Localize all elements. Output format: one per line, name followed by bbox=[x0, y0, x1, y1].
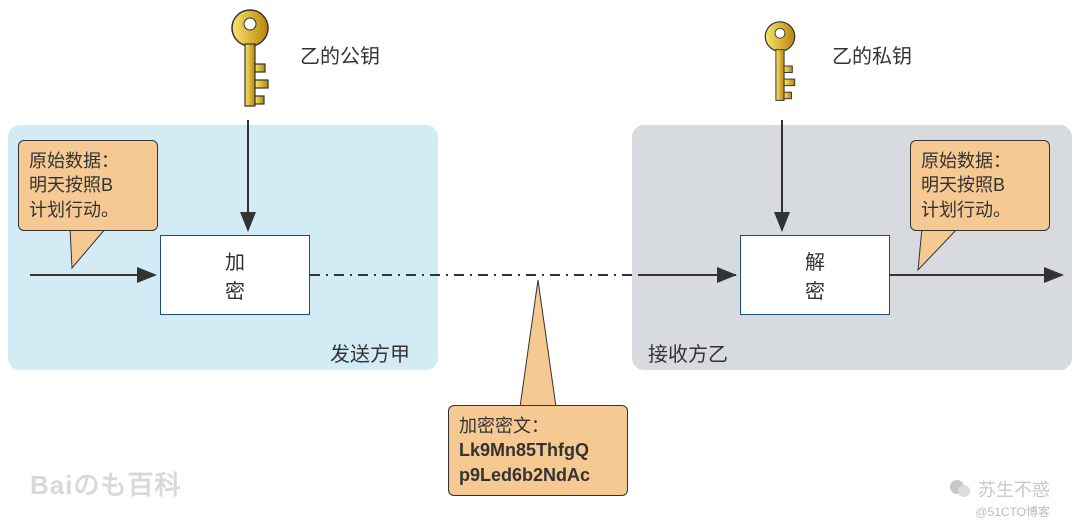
plaintext-sender-line2: 明天按照B bbox=[29, 173, 147, 197]
plaintext-sender-line1: 原始数据： bbox=[29, 149, 147, 173]
encrypt-char1: 加 bbox=[225, 246, 245, 275]
plaintext-receiver-line1: 原始数据： bbox=[921, 149, 1039, 173]
ciphertext-tail bbox=[520, 280, 556, 407]
watermark-baidu-baike: Baiのも百科 bbox=[30, 465, 181, 502]
decrypt-char2: 密 bbox=[805, 275, 825, 304]
ciphertext-line3: p9Led6b2NdAc bbox=[459, 463, 617, 487]
plaintext-sender-line3: 计划行动。 bbox=[29, 198, 147, 222]
public-key-icon bbox=[228, 8, 272, 125]
public-key-label: 乙的公钥 bbox=[300, 40, 380, 69]
decrypt-char1: 解 bbox=[805, 246, 825, 275]
ciphertext-line1: 加密密文： bbox=[459, 414, 617, 438]
ciphertext-callout: 加密密文： Lk9Mn85ThfgQ p9Led6b2NdAc bbox=[448, 405, 628, 496]
decrypt-box: 解 密 bbox=[740, 235, 890, 315]
receiver-panel-label: 接收方乙 bbox=[648, 338, 728, 367]
attribution-text: @51CTO博客 bbox=[975, 503, 1050, 520]
watermark-wechat: 苏生不惑 bbox=[948, 476, 1050, 502]
wechat-icon bbox=[948, 477, 972, 501]
watermark-brand-text: 苏生不惑 bbox=[978, 476, 1050, 502]
plaintext-receiver-line3: 计划行动。 bbox=[921, 198, 1039, 222]
sender-panel-label: 发送方甲 bbox=[330, 338, 410, 367]
plaintext-receiver-callout: 原始数据： 明天按照B 计划行动。 bbox=[910, 140, 1050, 231]
encrypt-char2: 密 bbox=[225, 275, 245, 304]
encrypt-box: 加 密 bbox=[160, 235, 310, 315]
private-key-icon bbox=[762, 20, 798, 117]
private-key-label: 乙的私钥 bbox=[832, 40, 912, 69]
ciphertext-line2: Lk9Mn85ThfgQ bbox=[459, 438, 617, 462]
plaintext-receiver-line2: 明天按照B bbox=[921, 173, 1039, 197]
plaintext-sender-callout: 原始数据： 明天按照B 计划行动。 bbox=[18, 140, 158, 231]
